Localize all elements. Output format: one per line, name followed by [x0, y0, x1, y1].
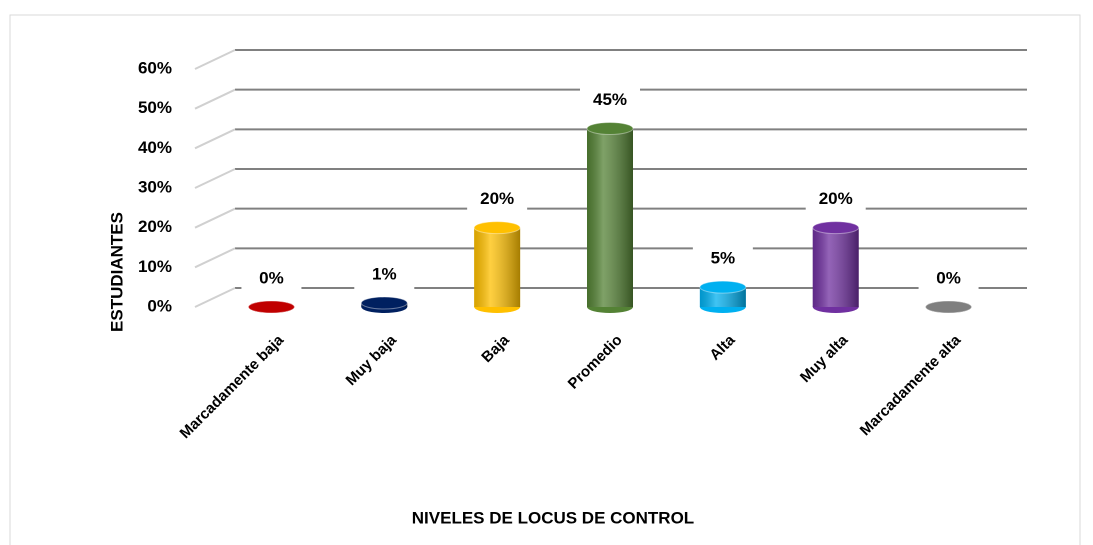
bar-top — [360, 296, 408, 310]
grid-line-side — [194, 287, 236, 308]
data-label: 20% — [819, 189, 853, 208]
bar-top — [699, 280, 747, 294]
bar — [247, 300, 295, 314]
y-tick-label: 30% — [138, 177, 172, 196]
bar — [925, 300, 973, 314]
bar-top — [247, 300, 295, 314]
data-label-bg — [918, 265, 979, 293]
bar-top — [586, 122, 634, 135]
data-label: 45% — [593, 90, 627, 109]
data-label-bg — [354, 261, 415, 290]
bar-top — [925, 300, 973, 314]
bar-shade — [587, 128, 633, 307]
grid-line-side — [194, 207, 236, 229]
data-label-bg — [467, 185, 528, 214]
y-tick-label: 10% — [138, 257, 172, 276]
y-tick-label: 50% — [138, 98, 172, 117]
grid-line-side — [194, 128, 236, 150]
data-label: 0% — [936, 268, 961, 287]
bar-top — [812, 221, 860, 235]
grid-line-side — [194, 168, 236, 189]
data-label-bg — [692, 245, 753, 274]
y-axis-title: ESTUDIANTES — [107, 212, 126, 332]
bar-shade — [474, 227, 521, 307]
bar-shade — [812, 227, 859, 307]
data-label-bg — [241, 265, 302, 293]
data-label: 1% — [372, 265, 397, 284]
chart-border — [9, 14, 1081, 545]
bar-top — [473, 221, 521, 235]
data-label: 20% — [480, 189, 514, 208]
y-tick-label: 20% — [138, 217, 172, 236]
x-axis-title: NIVELES DE LOCUS DE CONTROL — [412, 508, 694, 527]
data-label: 5% — [711, 249, 736, 268]
grid-line-side — [194, 88, 236, 110]
data-label: 0% — [259, 268, 284, 287]
y-tick-label: 0% — [147, 296, 172, 315]
bar — [812, 221, 860, 313]
bar — [699, 280, 747, 313]
y-tick-label: 40% — [138, 138, 172, 157]
grid-line-side — [194, 247, 236, 269]
grid-line-side — [194, 49, 236, 70]
bar — [473, 221, 521, 313]
bar — [586, 122, 634, 313]
data-label-bg — [805, 185, 866, 214]
y-tick-label: 60% — [138, 58, 172, 77]
bar — [360, 296, 408, 313]
data-label-bg — [580, 86, 640, 115]
